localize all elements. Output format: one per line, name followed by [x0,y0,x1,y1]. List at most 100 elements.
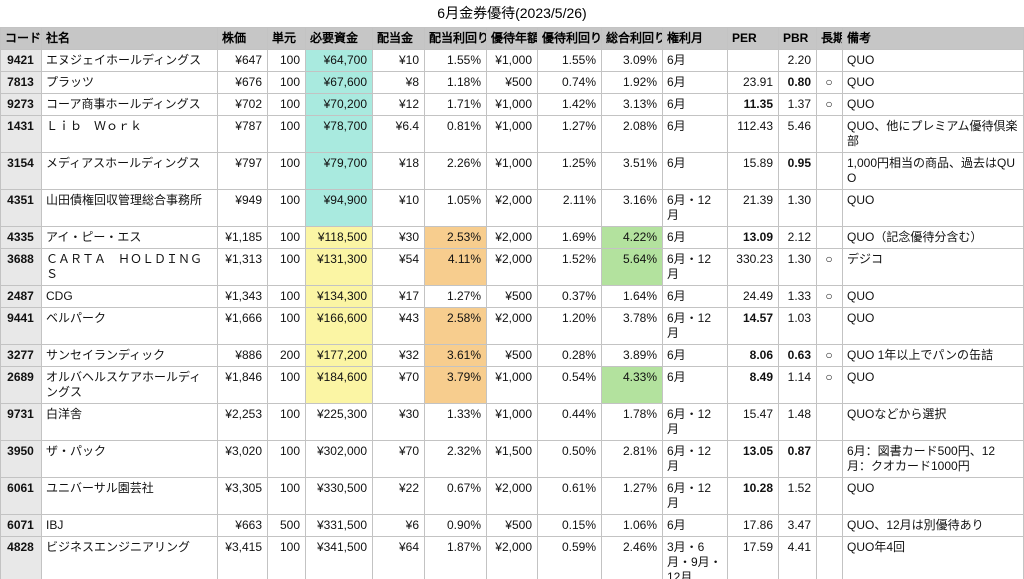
cell-price: ¥1,666 [217,307,268,345]
cell-div_yield: 2.53% [424,226,487,249]
cell-code: 7813 [0,71,42,94]
cell-funds: ¥331,500 [305,514,373,537]
cell-price: ¥949 [217,189,268,227]
cell-code: 9273 [0,93,42,116]
cell-longterm: ○ [816,248,843,286]
cell-dividend: ¥8 [372,71,425,94]
cell-months: 3月・6月・9月・12月 [662,536,728,579]
cell-longterm: ○ [816,366,843,404]
cell-funds: ¥330,500 [305,477,373,515]
table-row: 9273 コーア商事ホールディングス ¥702 100 ¥70,200 ¥12 1.71% ¥… [0,93,1024,116]
cell-longterm: ○ [816,71,843,94]
cell-remarks: デジコ [842,248,1024,286]
cell-total_yield: 1.64% [601,285,663,308]
cell-price: ¥676 [217,71,268,94]
cell-per: 15.47 [727,403,779,441]
cell-benefit_annual: ¥1,000 [486,93,538,116]
col-header-name: 社名 [41,27,218,50]
cell-funds: ¥134,300 [305,285,373,308]
cell-funds: ¥79,700 [305,152,373,190]
cell-months: 6月 [662,285,728,308]
col-header-price: 株価 [217,27,268,50]
cell-unit: 100 [267,71,306,94]
cell-code: 1431 [0,115,42,153]
cell-funds: ¥70,200 [305,93,373,116]
cell-div_yield: 0.67% [424,477,487,515]
cell-months: 6月・12月 [662,440,728,478]
table-row: 6071 IBJ ¥663 500 ¥331,500 ¥6 0.90% ¥500 0.15% 1.… [0,514,1024,537]
cell-dividend: ¥64 [372,536,425,579]
cell-pbr: 1.03 [778,307,817,345]
cell-unit: 100 [267,536,306,579]
cell-per: 15.89 [727,152,779,190]
cell-name: CDG [41,285,218,308]
cell-dividend: ¥22 [372,477,425,515]
cell-price: ¥3,020 [217,440,268,478]
cell-name: メディアスホールディングス [41,152,218,190]
cell-remarks: QUO 1年以上でパンの缶詰 [842,344,1024,367]
cell-per: 8.06 [727,344,779,367]
cell-months: 6月 [662,226,728,249]
cell-total_yield: 2.08% [601,115,663,153]
cell-div_yield: 1.27% [424,285,487,308]
cell-dividend: ¥30 [372,403,425,441]
cell-unit: 200 [267,344,306,367]
cell-price: ¥2,253 [217,403,268,441]
cell-unit: 100 [267,440,306,478]
cell-funds: ¥131,300 [305,248,373,286]
cell-dividend: ¥10 [372,49,425,72]
cell-months: 6月 [662,115,728,153]
cell-code: 2487 [0,285,42,308]
cell-benefit_yield: 0.74% [537,71,602,94]
cell-pbr: 1.48 [778,403,817,441]
cell-funds: ¥118,500 [305,226,373,249]
cell-name: コーア商事ホールディングス [41,93,218,116]
cell-months: 6月 [662,93,728,116]
cell-pbr: 0.87 [778,440,817,478]
cell-code: 2689 [0,366,42,404]
cell-benefit_annual: ¥2,000 [486,307,538,345]
cell-dividend: ¥18 [372,152,425,190]
cell-benefit_yield: 1.42% [537,93,602,116]
cell-price: ¥3,415 [217,536,268,579]
cell-unit: 100 [267,248,306,286]
cell-benefit_yield: 1.69% [537,226,602,249]
cell-pbr: 1.30 [778,248,817,286]
cell-benefit_annual: ¥2,000 [486,226,538,249]
cell-longterm: ○ [816,344,843,367]
cell-unit: 100 [267,307,306,345]
cell-benefit_annual: ¥1,000 [486,403,538,441]
cell-per [727,49,779,72]
table-row: 7813 プラッツ ¥676 100 ¥67,600 ¥8 1.18% ¥500 0.74% 1.… [0,71,1024,94]
cell-longterm: ○ [816,285,843,308]
cell-months: 6月 [662,71,728,94]
cell-div_yield: 1.71% [424,93,487,116]
cell-months: 6月・12月 [662,307,728,345]
cell-unit: 100 [267,93,306,116]
cell-unit: 100 [267,285,306,308]
cell-remarks: QUO（記念優待分含む） [842,226,1024,249]
cell-code: 9731 [0,403,42,441]
cell-price: ¥3,305 [217,477,268,515]
cell-longterm [816,307,843,345]
table-row: 6061 ユニバーサル園芸社 ¥3,305 100 ¥330,500 ¥22 0.67% ¥2… [0,477,1024,515]
cell-remarks: QUO年4回 [842,536,1024,579]
cell-longterm [816,49,843,72]
cell-code: 3950 [0,440,42,478]
cell-div_yield: 1.18% [424,71,487,94]
cell-price: ¥787 [217,115,268,153]
cell-funds: ¥177,200 [305,344,373,367]
cell-total_yield: 2.81% [601,440,663,478]
cell-per: 112.43 [727,115,779,153]
cell-benefit_yield: 1.25% [537,152,602,190]
cell-remarks: 1,000円相当の商品、過去はQUO [842,152,1024,190]
cell-dividend: ¥54 [372,248,425,286]
cell-dividend: ¥17 [372,285,425,308]
cell-per: 21.39 [727,189,779,227]
cell-code: 3277 [0,344,42,367]
cell-dividend: ¥10 [372,189,425,227]
cell-benefit_annual: ¥1,000 [486,115,538,153]
cell-price: ¥1,313 [217,248,268,286]
table-row: 9421 エヌジェイホールディングス ¥647 100 ¥64,700 ¥10 1.55% ¥… [0,49,1024,72]
cell-code: 6071 [0,514,42,537]
